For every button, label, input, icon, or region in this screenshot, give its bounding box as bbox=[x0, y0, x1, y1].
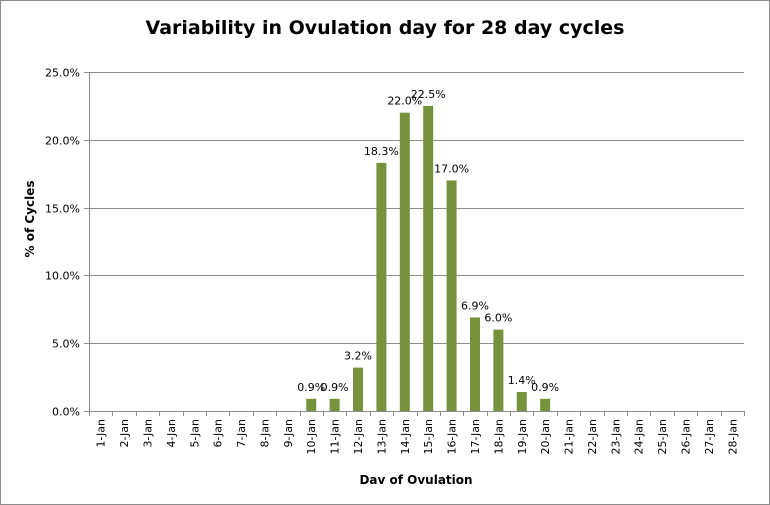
data-label: 3.2% bbox=[344, 350, 372, 363]
x-tick-label: 23-Jan bbox=[609, 419, 622, 455]
x-tick-label: 16-Jan bbox=[446, 419, 459, 455]
x-axis-title: Dav of Ovulation bbox=[359, 473, 472, 487]
x-tick-label: 14-Jan bbox=[399, 419, 412, 455]
x-tick-label: 6-Jan bbox=[212, 419, 225, 448]
bar-11-Jan bbox=[329, 398, 340, 411]
x-tick-label: 22-Jan bbox=[586, 419, 599, 455]
y-tick-label: 15.0% bbox=[45, 203, 80, 216]
x-tick-label: 21-Jan bbox=[563, 419, 576, 455]
bar-12-Jan bbox=[353, 367, 364, 411]
bar-15-Jan bbox=[423, 105, 434, 412]
data-label: 0.9% bbox=[321, 381, 349, 394]
data-label: 17.0% bbox=[434, 162, 469, 175]
x-tick-label: 27-Jan bbox=[703, 419, 716, 455]
x-tick-label: 9-Jan bbox=[282, 419, 295, 448]
chart-title: Variability in Ovulation day for 28 day … bbox=[146, 17, 625, 39]
y-tick-label: 25.0% bbox=[45, 67, 80, 80]
x-tick-label: 3-Jan bbox=[141, 419, 154, 448]
x-tick-label: 4-Jan bbox=[165, 419, 178, 448]
x-tick-label: 20-Jan bbox=[539, 419, 552, 455]
y-tick-label: 20.0% bbox=[45, 135, 80, 148]
x-tick-label: 15-Jan bbox=[422, 419, 435, 455]
data-label: 18.3% bbox=[364, 145, 399, 158]
bar-13-Jan bbox=[376, 162, 387, 411]
data-label: 22.0% bbox=[387, 95, 422, 108]
x-tick-label: 1-Jan bbox=[95, 419, 108, 448]
x-tick-label: 12-Jan bbox=[352, 419, 365, 455]
bar-20-Jan bbox=[540, 398, 551, 411]
y-tick-label: 10.0% bbox=[45, 270, 80, 283]
x-tick-label: 28-Jan bbox=[726, 419, 739, 455]
data-label: 0.9% bbox=[531, 381, 559, 394]
bar-14-Jan bbox=[399, 112, 410, 412]
x-tick-label: 13-Jan bbox=[375, 419, 388, 455]
y-tick-label: 0.0% bbox=[52, 406, 80, 419]
bar-19-Jan bbox=[516, 392, 527, 411]
x-tick-label: 2-Jan bbox=[118, 419, 131, 448]
x-tick-label: 5-Jan bbox=[188, 419, 201, 448]
bar-10-Jan bbox=[306, 398, 317, 411]
x-tick-label: 11-Jan bbox=[329, 419, 342, 455]
y-tick-label: 5.0% bbox=[52, 338, 80, 351]
y-axis-title: % of Cycles bbox=[23, 181, 37, 258]
data-label: 1.4% bbox=[508, 374, 536, 387]
x-tick-label: 8-Jan bbox=[258, 419, 271, 448]
gridlines bbox=[89, 72, 744, 344]
data-label: 6.9% bbox=[461, 299, 489, 312]
x-tick-label: 25-Jan bbox=[656, 419, 669, 455]
data-label: 0.9% bbox=[297, 381, 325, 394]
data-label: 6.0% bbox=[484, 312, 512, 325]
x-tick-label: 7-Jan bbox=[235, 419, 248, 448]
axes bbox=[84, 72, 745, 416]
bar-18-Jan bbox=[493, 329, 504, 411]
x-tick-label: 10-Jan bbox=[305, 419, 318, 455]
bars bbox=[306, 105, 551, 412]
x-tick-label: 24-Jan bbox=[633, 419, 646, 455]
x-tick-label: 17-Jan bbox=[469, 419, 482, 455]
bar-16-Jan bbox=[446, 180, 457, 411]
data-label: 22.5% bbox=[411, 88, 446, 101]
x-tick-label: 19-Jan bbox=[516, 419, 529, 455]
bar-17-Jan bbox=[469, 317, 480, 411]
labels: 0.0% 5.0% 10.0% 15.0% 20.0% 25.0% 1-Jan 2-Jan 3-… bbox=[45, 67, 739, 455]
x-tick-label: 26-Jan bbox=[680, 419, 693, 455]
x-tick-label: 18-Jan bbox=[492, 419, 505, 455]
